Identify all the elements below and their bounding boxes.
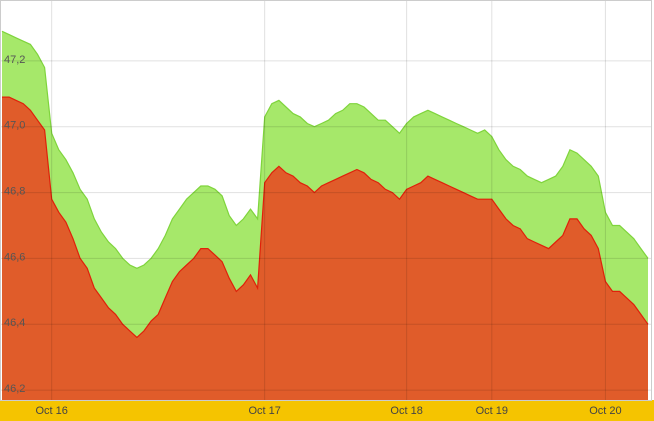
y-tick-label: 46,4 <box>4 317 25 329</box>
x-tick-label: Oct 17 <box>248 405 280 417</box>
y-tick-label: 46,2 <box>4 383 25 395</box>
y-tick-label: 46,6 <box>4 251 25 263</box>
grid <box>0 0 652 400</box>
plot-border <box>0 0 652 401</box>
labels: 46,2 46,4 46,6 46,8 47,0 47,2 Oct 16 Oct 17 Oct … <box>4 54 622 417</box>
y-tick-label: 47,0 <box>4 120 25 132</box>
x-tick-label: Oct 19 <box>476 405 508 417</box>
x-axis-band <box>0 400 654 421</box>
y-tick-label: 46,8 <box>4 185 25 197</box>
area-line <box>1 30 649 269</box>
area <box>2 97 648 400</box>
plot-area <box>1 30 649 401</box>
x-tick-label: Oct 20 <box>589 405 621 417</box>
y-tick-label: 47,2 <box>4 54 25 66</box>
area-line <box>2 96 649 339</box>
x-tick-label: Oct 18 <box>390 405 422 417</box>
x-tick-label: Oct 16 <box>35 405 67 417</box>
